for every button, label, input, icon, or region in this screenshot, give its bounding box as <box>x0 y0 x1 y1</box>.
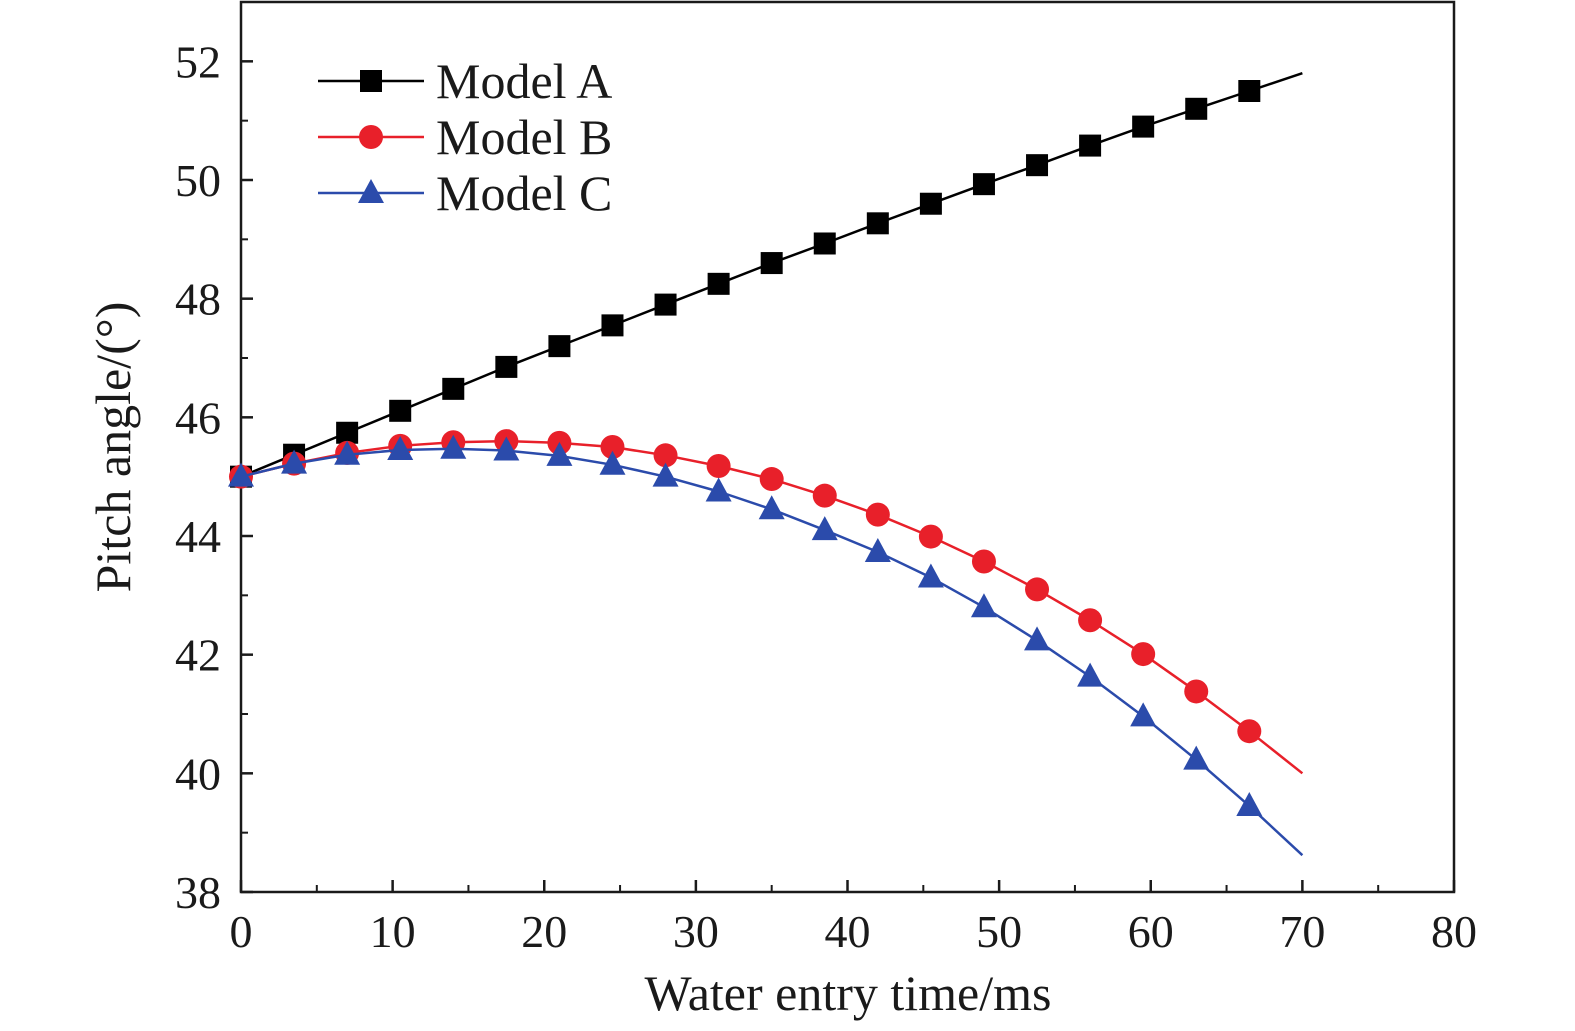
y-tick-label: 48 <box>175 274 221 325</box>
data-point <box>919 192 942 215</box>
data-point <box>813 232 836 255</box>
y-axis-title: Pitch angle/(°) <box>85 302 141 593</box>
y-tick-label: 52 <box>175 36 221 87</box>
data-point <box>1024 626 1051 651</box>
legend-marker <box>358 179 384 203</box>
data-point <box>652 462 679 487</box>
data-point <box>1132 115 1155 138</box>
x-axis-title: Water entry time/ms <box>645 965 1052 1021</box>
data-point <box>599 450 626 475</box>
y-tick-label: 40 <box>175 748 221 799</box>
data-point <box>601 314 624 337</box>
data-point <box>971 549 996 574</box>
x-tick-label: 60 <box>1128 906 1174 957</box>
plot-frame <box>239 0 1456 894</box>
data-point <box>917 563 944 588</box>
data-point <box>546 441 573 466</box>
series-layer <box>228 72 1304 857</box>
y-tick-label: 46 <box>175 392 221 443</box>
data-point <box>600 435 625 459</box>
data-point <box>389 399 412 422</box>
legend-label: Model C <box>436 165 612 221</box>
data-point <box>760 252 783 275</box>
x-tick-label: 80 <box>1431 906 1477 957</box>
data-point <box>1185 97 1208 120</box>
data-point <box>972 173 995 196</box>
legend-label: Model B <box>436 109 612 165</box>
data-point <box>706 453 731 478</box>
data-point <box>1079 134 1102 157</box>
data-point <box>758 495 785 520</box>
data-point <box>334 440 361 465</box>
data-point <box>812 483 837 508</box>
x-tick-label: 70 <box>1279 906 1325 957</box>
data-point <box>1026 154 1049 177</box>
data-point <box>1078 608 1103 633</box>
data-point <box>1184 679 1209 704</box>
data-point <box>1077 662 1104 687</box>
x-tick-label: 0 <box>230 906 253 957</box>
data-point <box>918 524 943 549</box>
y-tick-label: 38 <box>175 867 221 918</box>
data-point <box>707 272 730 295</box>
data-point <box>1131 642 1156 667</box>
data-point <box>1183 745 1210 770</box>
legend-marker <box>359 125 383 149</box>
x-tick-label: 50 <box>976 906 1022 957</box>
data-point <box>387 435 414 460</box>
data-point <box>1025 577 1050 602</box>
legend-marker <box>360 70 382 92</box>
data-point <box>548 335 571 358</box>
x-tick-label: 10 <box>370 906 416 957</box>
data-point <box>811 516 838 541</box>
legend-item: Model C <box>318 165 612 221</box>
x-tick-label: 30 <box>673 906 719 957</box>
data-point <box>1237 719 1262 744</box>
legend-label: Model A <box>436 53 612 109</box>
y-tick-label: 42 <box>175 630 221 681</box>
data-point <box>654 293 677 316</box>
legend-item: Model A <box>318 53 612 109</box>
data-point <box>1130 702 1157 727</box>
data-point <box>865 502 890 527</box>
x-tick-label: 20 <box>521 906 567 957</box>
data-point <box>864 538 891 563</box>
axis-ticks: 0 10 20 30 40 50 60 70 80 38 40 42 44 46 48 50 52 <box>175 36 1477 957</box>
data-point <box>866 212 889 235</box>
y-tick-label: 50 <box>175 155 221 206</box>
data-point <box>970 593 997 618</box>
data-point <box>493 436 520 461</box>
data-point <box>228 462 254 487</box>
data-point <box>442 377 465 400</box>
data-point <box>336 421 359 444</box>
series-model-a <box>230 72 1303 488</box>
x-tick-label: 40 <box>825 906 871 957</box>
series-model-c <box>228 434 1304 857</box>
data-point <box>1236 791 1263 816</box>
data-point <box>281 449 308 474</box>
y-tick-label: 44 <box>175 511 221 562</box>
data-point <box>653 443 678 468</box>
legend-item: Model B <box>318 109 612 165</box>
data-point <box>705 477 732 502</box>
data-point <box>759 467 784 492</box>
data-point <box>1238 80 1261 102</box>
data-point <box>495 355 518 378</box>
data-point <box>440 434 467 459</box>
